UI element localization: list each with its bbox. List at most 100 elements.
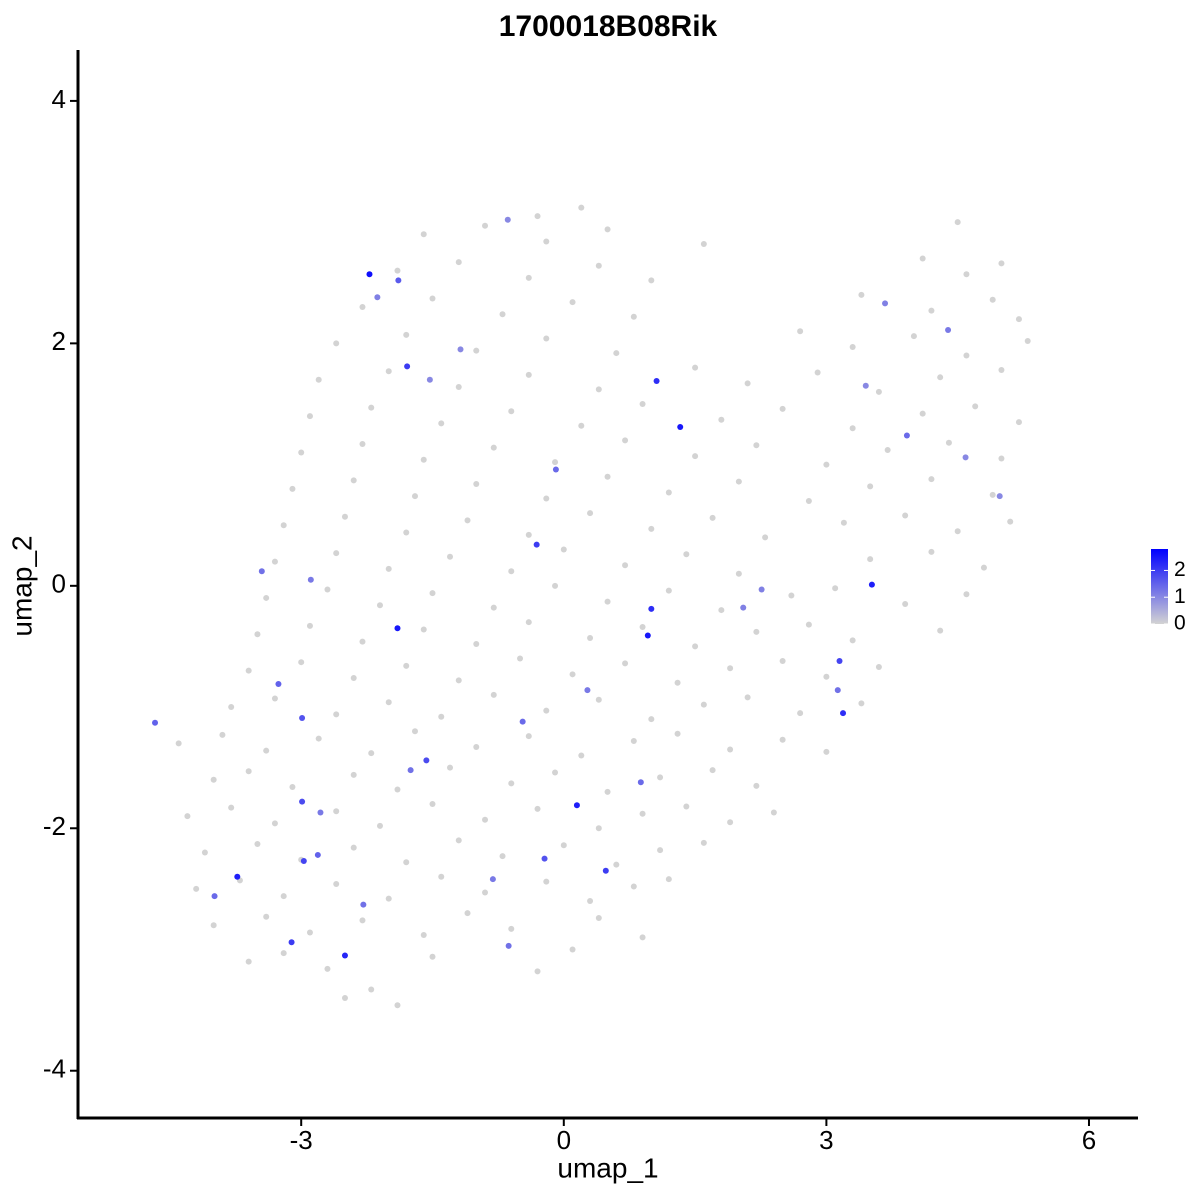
y-tick-label: -2 <box>43 811 66 841</box>
cell-point <box>482 816 489 823</box>
cell-point <box>954 528 961 535</box>
cell-point <box>770 809 777 816</box>
cell-point <box>429 801 436 808</box>
cell-point <box>254 631 261 638</box>
cell-point <box>657 847 664 854</box>
cell-point <box>762 534 769 541</box>
cell-point <box>962 454 969 461</box>
cell-point <box>779 657 786 664</box>
cell-point <box>254 841 261 848</box>
cell-point <box>1024 337 1031 344</box>
cell-point <box>604 788 611 795</box>
cell-point <box>508 408 515 415</box>
cell-point <box>403 662 410 669</box>
cell-point <box>868 581 875 588</box>
cell-point <box>299 798 306 805</box>
cell-point <box>639 400 646 407</box>
cell-point <box>438 713 445 720</box>
cell-point <box>779 405 786 412</box>
cell-point <box>429 953 436 960</box>
cell-point <box>376 822 383 829</box>
cell-point <box>359 638 366 645</box>
cell-point <box>875 388 882 395</box>
cell-point <box>937 374 944 381</box>
cell-point <box>832 585 839 592</box>
cell-point <box>473 347 480 354</box>
cell-point <box>587 634 594 641</box>
cell-point <box>359 440 366 447</box>
cell-point <box>753 628 760 635</box>
cell-point <box>534 213 541 220</box>
cell-point <box>289 784 296 791</box>
cell-point <box>438 420 445 427</box>
cell-point <box>630 883 637 890</box>
y-axis-label: umap_2 <box>6 535 37 636</box>
cell-point <box>333 711 340 718</box>
y-tick-label: 2 <box>52 326 66 356</box>
cell-point <box>578 204 585 211</box>
cell-point <box>482 222 489 229</box>
cell-point <box>210 776 217 783</box>
cell-point <box>464 517 471 524</box>
cell-point <box>420 231 427 238</box>
cell-point <box>735 570 742 577</box>
cell-point <box>910 333 917 340</box>
cell-point <box>928 548 935 555</box>
cell-point <box>263 913 270 920</box>
cell-point <box>788 592 795 599</box>
cell-point <box>275 681 282 688</box>
y-tick-label: -4 <box>43 1054 66 1084</box>
cell-point <box>263 594 270 601</box>
cell-point <box>447 764 454 771</box>
cell-point <box>263 747 270 754</box>
cell-point <box>875 664 882 671</box>
cell-point <box>622 660 629 667</box>
chart-title: 1700018B08Rik <box>499 10 718 43</box>
cell-point <box>849 637 856 644</box>
cell-point <box>411 493 418 500</box>
cell-point <box>517 655 524 662</box>
cell-point <box>288 939 295 946</box>
cell-point <box>350 844 357 851</box>
x-tick-label: 6 <box>1082 1125 1096 1155</box>
cell-point <box>963 271 970 278</box>
cell-point <box>534 805 541 812</box>
cell-point <box>152 719 159 726</box>
cell-point <box>595 696 602 703</box>
cell-point <box>692 643 699 650</box>
cell-point <box>569 299 576 306</box>
cell-point <box>306 929 313 936</box>
cell-point <box>709 514 716 521</box>
cell-point <box>245 958 252 965</box>
cell-point <box>836 657 843 664</box>
cell-point <box>508 925 515 932</box>
cell-point <box>482 889 489 896</box>
cell-point <box>902 512 909 519</box>
cell-point <box>341 994 348 1001</box>
cell-point <box>420 456 427 463</box>
cell-point <box>552 466 559 473</box>
cell-point <box>211 893 218 900</box>
cell-point <box>744 380 751 387</box>
cell-point <box>963 591 970 598</box>
cell-point <box>306 413 313 420</box>
cell-point <box>490 691 497 698</box>
cell-point <box>245 667 252 674</box>
cell-point <box>447 553 454 560</box>
cell-point <box>560 842 567 849</box>
colorbar-tick-label: 0 <box>1174 612 1186 635</box>
cell-point <box>403 859 410 866</box>
cell-point <box>753 442 760 449</box>
cell-point <box>299 714 306 721</box>
cell-point <box>849 425 856 432</box>
cell-point <box>455 259 462 266</box>
cell-point <box>374 294 381 301</box>
cell-point <box>490 444 497 451</box>
cell-point <box>595 386 602 393</box>
cell-point <box>963 352 970 359</box>
cell-point <box>359 917 366 924</box>
cell-point <box>429 295 436 302</box>
cell-point <box>797 328 804 335</box>
cell-point <box>700 839 707 846</box>
cell-point <box>423 757 430 764</box>
